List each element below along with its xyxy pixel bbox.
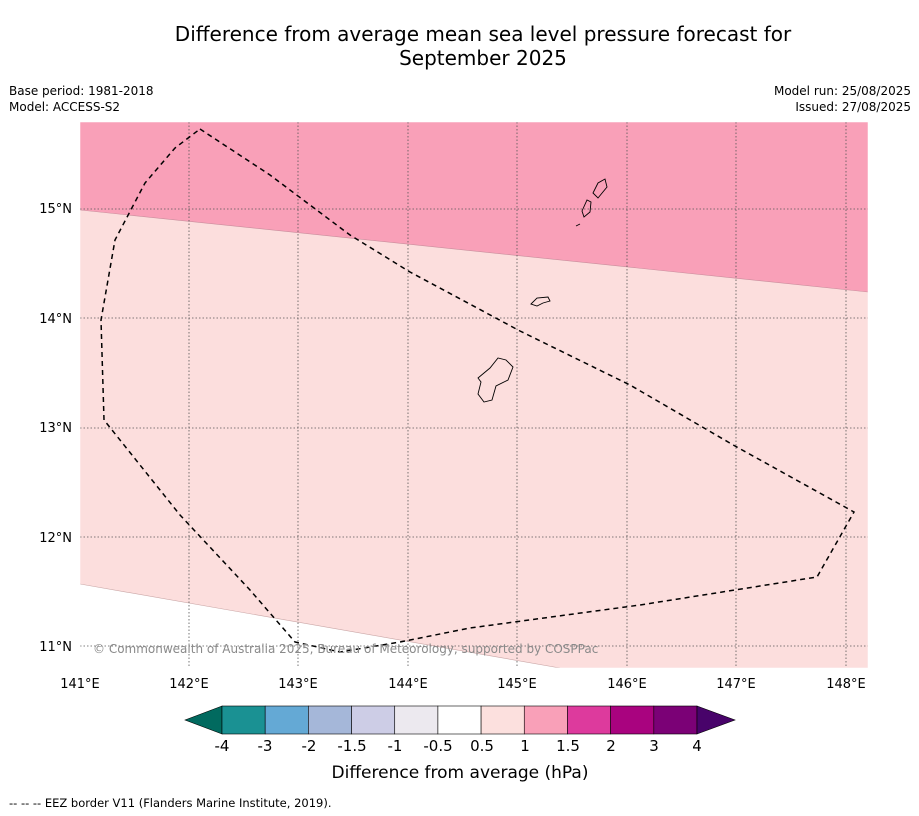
band-0-5-to-1-5 (80, 210, 868, 668)
rota-island (530, 296, 551, 307)
colorbar-tick-label: -2 (302, 737, 317, 755)
colorbar-tick-label: -4 (215, 737, 230, 755)
lon-tick-label: 148°E (826, 677, 866, 692)
copyright-text: © Commonwealth of Australia 2025, Bureau… (93, 642, 598, 656)
lon-tick-label: 143°E (278, 677, 318, 692)
lon-tick-labels: 141°E 142°E 143°E 144°E 145°E 146°E 147°… (60, 677, 866, 692)
colorbar-tick-label: 0.5 (470, 737, 494, 755)
colorbar-tick-label: 2 (606, 737, 616, 755)
title-line-2: September 2025 (399, 46, 567, 70)
colorbar-segment (523, 705, 568, 735)
contour-0-5 (80, 583, 561, 668)
lat-tick-label: 11°N (39, 640, 72, 655)
meta-right: Model run: 25/08/2025 Issued: 27/08/2025 (774, 83, 911, 115)
colorbar-segment (610, 705, 655, 735)
colorbar-segment (437, 705, 482, 735)
base-period: Base period: 1981-2018 (9, 84, 154, 98)
colorbar-segment (567, 705, 611, 735)
issued-date: Issued: 27/08/2025 (795, 100, 911, 114)
meta-left: Base period: 1981-2018 Model: ACCESS-S2 (9, 83, 154, 115)
colorbar-over-arrow (696, 705, 736, 735)
saipan-island (592, 178, 608, 199)
lon-tick-label: 146°E (607, 677, 647, 692)
colorbar-label: Difference from average (hPa) (332, 763, 589, 783)
eez-border (100, 128, 856, 653)
model-name: Model: ACCESS-S2 (9, 100, 121, 114)
lon-tick-label: 141°E (60, 677, 100, 692)
colorbar-under-arrow (184, 705, 223, 735)
colorbar-tick-label: -1 (388, 737, 403, 755)
band-1-5-to-2 (80, 122, 868, 292)
lon-tick-label: 147°E (716, 677, 756, 692)
colorbar-segment (308, 705, 352, 735)
colorbar: -4 -3 -2 -1.5 -1 -0.5 0.5 1 1.5 2 3 4 Di… (184, 705, 736, 783)
colorbar-tick-label: 1 (520, 737, 530, 755)
colorbar-tick-label: -3 (258, 737, 273, 755)
model-run: Model run: 25/08/2025 (773, 84, 911, 98)
chart-title: Difference from average mean sea level p… (0, 22, 919, 70)
colorbar-tick-label: -0.5 (423, 737, 452, 755)
colorbar-segment (264, 705, 309, 735)
footnote-eez: -- -- -- EEZ border V11 (Flanders Marine… (9, 796, 332, 810)
lat-tick-label: 15°N (39, 202, 72, 217)
colorbar-segment (221, 705, 266, 735)
lat-tick-label: 14°N (39, 312, 72, 327)
contour-1-5 (80, 209, 868, 293)
tinian-island (581, 199, 592, 218)
title-line-1: Difference from average mean sea level p… (174, 22, 792, 46)
colorbar-segments (221, 705, 698, 735)
lat-tick-label: 13°N (39, 421, 72, 436)
lon-tick-label: 145°E (497, 677, 537, 692)
lon-tick-label: 144°E (388, 677, 428, 692)
colorbar-tick-label: 3 (649, 737, 659, 755)
aguijan-island (575, 223, 581, 227)
lat-tick-labels: 15°N 14°N 13°N 12°N 11°N (39, 202, 72, 655)
colorbar-segment (394, 705, 439, 735)
colorbar-tick-label: 1.5 (556, 737, 580, 755)
lat-tick-label: 12°N (39, 531, 72, 546)
map-frame (79, 121, 869, 669)
colorbar-segment (653, 705, 698, 735)
colorbar-tick-label: -1.5 (337, 737, 366, 755)
colorbar-segment (351, 705, 396, 735)
colorbar-segment (480, 705, 525, 735)
map-plot-area: © Commonwealth of Australia 2025, Bureau… (80, 122, 868, 668)
graticule (80, 122, 868, 668)
lon-tick-label: 142°E (169, 677, 209, 692)
colorbar-tick-label: 4 (692, 737, 702, 755)
islands (477, 178, 608, 403)
guam-island (477, 357, 514, 403)
